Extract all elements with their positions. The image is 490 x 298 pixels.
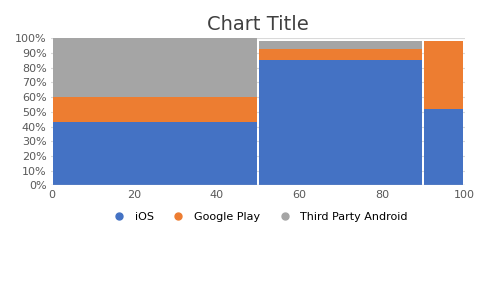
Bar xyxy=(52,38,257,97)
Bar xyxy=(259,49,422,60)
Bar xyxy=(52,122,257,185)
Bar xyxy=(52,97,257,122)
Bar xyxy=(259,60,422,185)
Bar xyxy=(424,109,464,185)
Bar xyxy=(424,41,464,109)
Legend: iOS, Google Play, Third Party Android: iOS, Google Play, Third Party Android xyxy=(104,208,412,227)
Bar xyxy=(259,41,422,49)
Title: Chart Title: Chart Title xyxy=(207,15,309,34)
